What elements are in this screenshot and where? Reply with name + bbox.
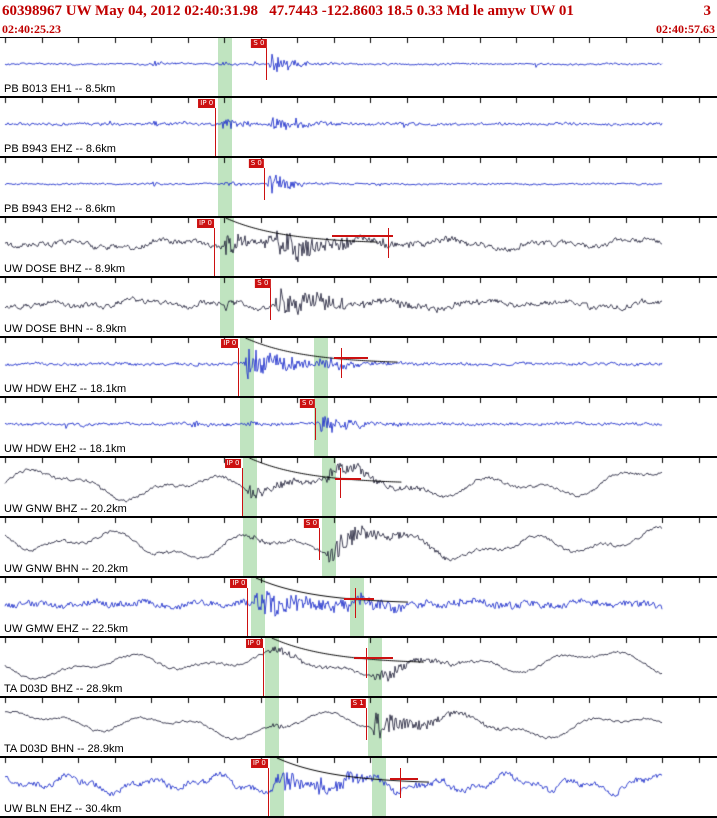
trace-panel: TA D03D BHN -- 28.9km S 1 bbox=[0, 698, 717, 758]
station-label: UW GNW BHZ -- 20.2km bbox=[4, 503, 127, 515]
waveform-canvas[interactable] bbox=[0, 398, 717, 456]
waveform-canvas[interactable] bbox=[0, 638, 717, 696]
station-label: PB B943 EHZ -- 8.6km bbox=[4, 143, 116, 155]
trace-list: PB B013 EH1 -- 8.5km S 0 PB B943 EHZ -- 8.… bbox=[0, 37, 717, 818]
waveform-canvas[interactable] bbox=[0, 758, 717, 816]
amplitude-marker-horizontal[interactable] bbox=[331, 235, 393, 237]
station-label: PB B013 EH1 -- 8.5km bbox=[4, 83, 116, 95]
phase-pick-line[interactable] bbox=[241, 468, 243, 516]
phase-pick-line[interactable] bbox=[315, 408, 317, 440]
station-label: UW BLN EHZ -- 30.4km bbox=[4, 803, 122, 815]
amplitude-marker-vertical[interactable] bbox=[340, 468, 342, 498]
amplitude-marker-vertical[interactable] bbox=[365, 648, 367, 678]
event-title: 60398967 UW May 04, 2012 02:40:31.98 47.… bbox=[2, 3, 574, 19]
window-end-time: 02:40:57.63 bbox=[656, 22, 715, 36]
trace-panel: PB B013 EH1 -- 8.5km S 0 bbox=[0, 38, 717, 98]
trace-panel: UW GMW EHZ -- 22.5km IP 0 bbox=[0, 578, 717, 638]
phase-pick-flag[interactable]: IP 0 bbox=[245, 639, 263, 648]
trace-panel: UW HDW EH2 -- 18.1km S 0 bbox=[0, 398, 717, 458]
event-header: 60398967 UW May 04, 2012 02:40:31.98 47.… bbox=[0, 0, 717, 22]
phase-pick-flag[interactable]: IP 0 bbox=[250, 759, 268, 768]
waveform-canvas[interactable] bbox=[0, 578, 717, 636]
waveform-canvas[interactable] bbox=[0, 518, 717, 576]
phase-pick-flag[interactable]: IP 0 bbox=[224, 459, 242, 468]
waveform-canvas[interactable] bbox=[0, 158, 717, 216]
amplitude-marker-vertical[interactable] bbox=[355, 588, 357, 618]
phase-pick-flag[interactable]: S 0 bbox=[255, 279, 271, 288]
phase-pick-line[interactable] bbox=[213, 228, 215, 276]
event-count: 3 bbox=[703, 3, 712, 19]
amplitude-marker-horizontal[interactable] bbox=[335, 478, 362, 480]
station-label: TA D03D BHZ -- 28.9km bbox=[4, 683, 123, 695]
waveform-canvas[interactable] bbox=[0, 98, 717, 156]
station-label: TA D03D BHN -- 28.9km bbox=[4, 743, 124, 755]
amplitude-marker-horizontal[interactable] bbox=[390, 778, 418, 780]
waveform-canvas[interactable] bbox=[0, 458, 717, 516]
trace-panel: UW DOSE BHN -- 8.9km S 0 bbox=[0, 278, 717, 338]
waveform-canvas[interactable] bbox=[0, 278, 717, 336]
trace-panel: UW BLN EHZ -- 30.4km IP 0 bbox=[0, 758, 717, 818]
amplitude-marker-vertical[interactable] bbox=[341, 348, 343, 378]
phase-pick-line[interactable] bbox=[238, 348, 240, 396]
waveform-canvas[interactable] bbox=[0, 38, 717, 96]
trace-panel: UW DOSE BHZ -- 8.9km IP 0 bbox=[0, 218, 717, 278]
phase-pick-line[interactable] bbox=[266, 48, 268, 80]
phase-pick-flag[interactable]: IP 0 bbox=[196, 219, 214, 228]
phase-pick-line[interactable] bbox=[262, 648, 264, 696]
phase-pick-flag[interactable]: IP 0 bbox=[221, 339, 239, 348]
trace-panel: TA D03D BHZ -- 28.9km IP 0 bbox=[0, 638, 717, 698]
phase-pick-flag[interactable]: IP 0 bbox=[230, 579, 248, 588]
amplitude-marker-horizontal[interactable] bbox=[344, 598, 375, 600]
phase-pick-line[interactable] bbox=[267, 768, 269, 816]
station-label: UW GMW EHZ -- 22.5km bbox=[4, 623, 129, 635]
phase-pick-line[interactable] bbox=[215, 108, 217, 156]
waveform-canvas[interactable] bbox=[0, 218, 717, 276]
station-label: UW HDW EHZ -- 18.1km bbox=[4, 383, 127, 395]
window-start-time: 02:40:25.23 bbox=[2, 22, 61, 36]
waveform-canvas[interactable] bbox=[0, 338, 717, 396]
phase-pick-flag[interactable]: S 0 bbox=[299, 399, 316, 408]
trace-panel: UW GNW BHZ -- 20.2km IP 0 bbox=[0, 458, 717, 518]
trace-panel: PB B943 EHZ -- 8.6km IP 0 bbox=[0, 98, 717, 158]
station-label: UW DOSE BHZ -- 8.9km bbox=[4, 263, 126, 275]
phase-pick-flag[interactable]: S 0 bbox=[251, 39, 267, 48]
phase-pick-line[interactable] bbox=[247, 588, 249, 636]
station-label: UW GNW BHN -- 20.2km bbox=[4, 563, 129, 575]
amplitude-marker-horizontal[interactable] bbox=[333, 357, 369, 359]
trace-panel: UW GNW BHN -- 20.2km S 0 bbox=[0, 518, 717, 578]
amplitude-marker-vertical[interactable] bbox=[399, 768, 401, 798]
phase-pick-line[interactable] bbox=[365, 708, 367, 740]
trace-panel: UW HDW EHZ -- 18.1km IP 0 bbox=[0, 338, 717, 398]
phase-pick-line[interactable] bbox=[319, 528, 321, 560]
phase-pick-line[interactable] bbox=[263, 168, 265, 200]
amplitude-marker-vertical[interactable] bbox=[388, 228, 390, 258]
station-label: PB B943 EH2 -- 8.6km bbox=[4, 203, 116, 215]
time-window-row: 02:40:25.23 02:40:57.63 bbox=[0, 22, 717, 37]
phase-pick-flag[interactable]: S 1 bbox=[350, 699, 366, 708]
station-label: UW DOSE BHN -- 8.9km bbox=[4, 323, 127, 335]
phase-pick-line[interactable] bbox=[270, 288, 272, 320]
phase-pick-flag[interactable]: S 0 bbox=[248, 159, 264, 168]
phase-pick-flag[interactable]: S 0 bbox=[303, 519, 320, 528]
station-label: UW HDW EH2 -- 18.1km bbox=[4, 443, 126, 455]
phase-pick-flag[interactable]: IP 0 bbox=[198, 99, 216, 108]
amplitude-marker-horizontal[interactable] bbox=[353, 657, 393, 659]
trace-panel: PB B943 EH2 -- 8.6km S 0 bbox=[0, 158, 717, 218]
